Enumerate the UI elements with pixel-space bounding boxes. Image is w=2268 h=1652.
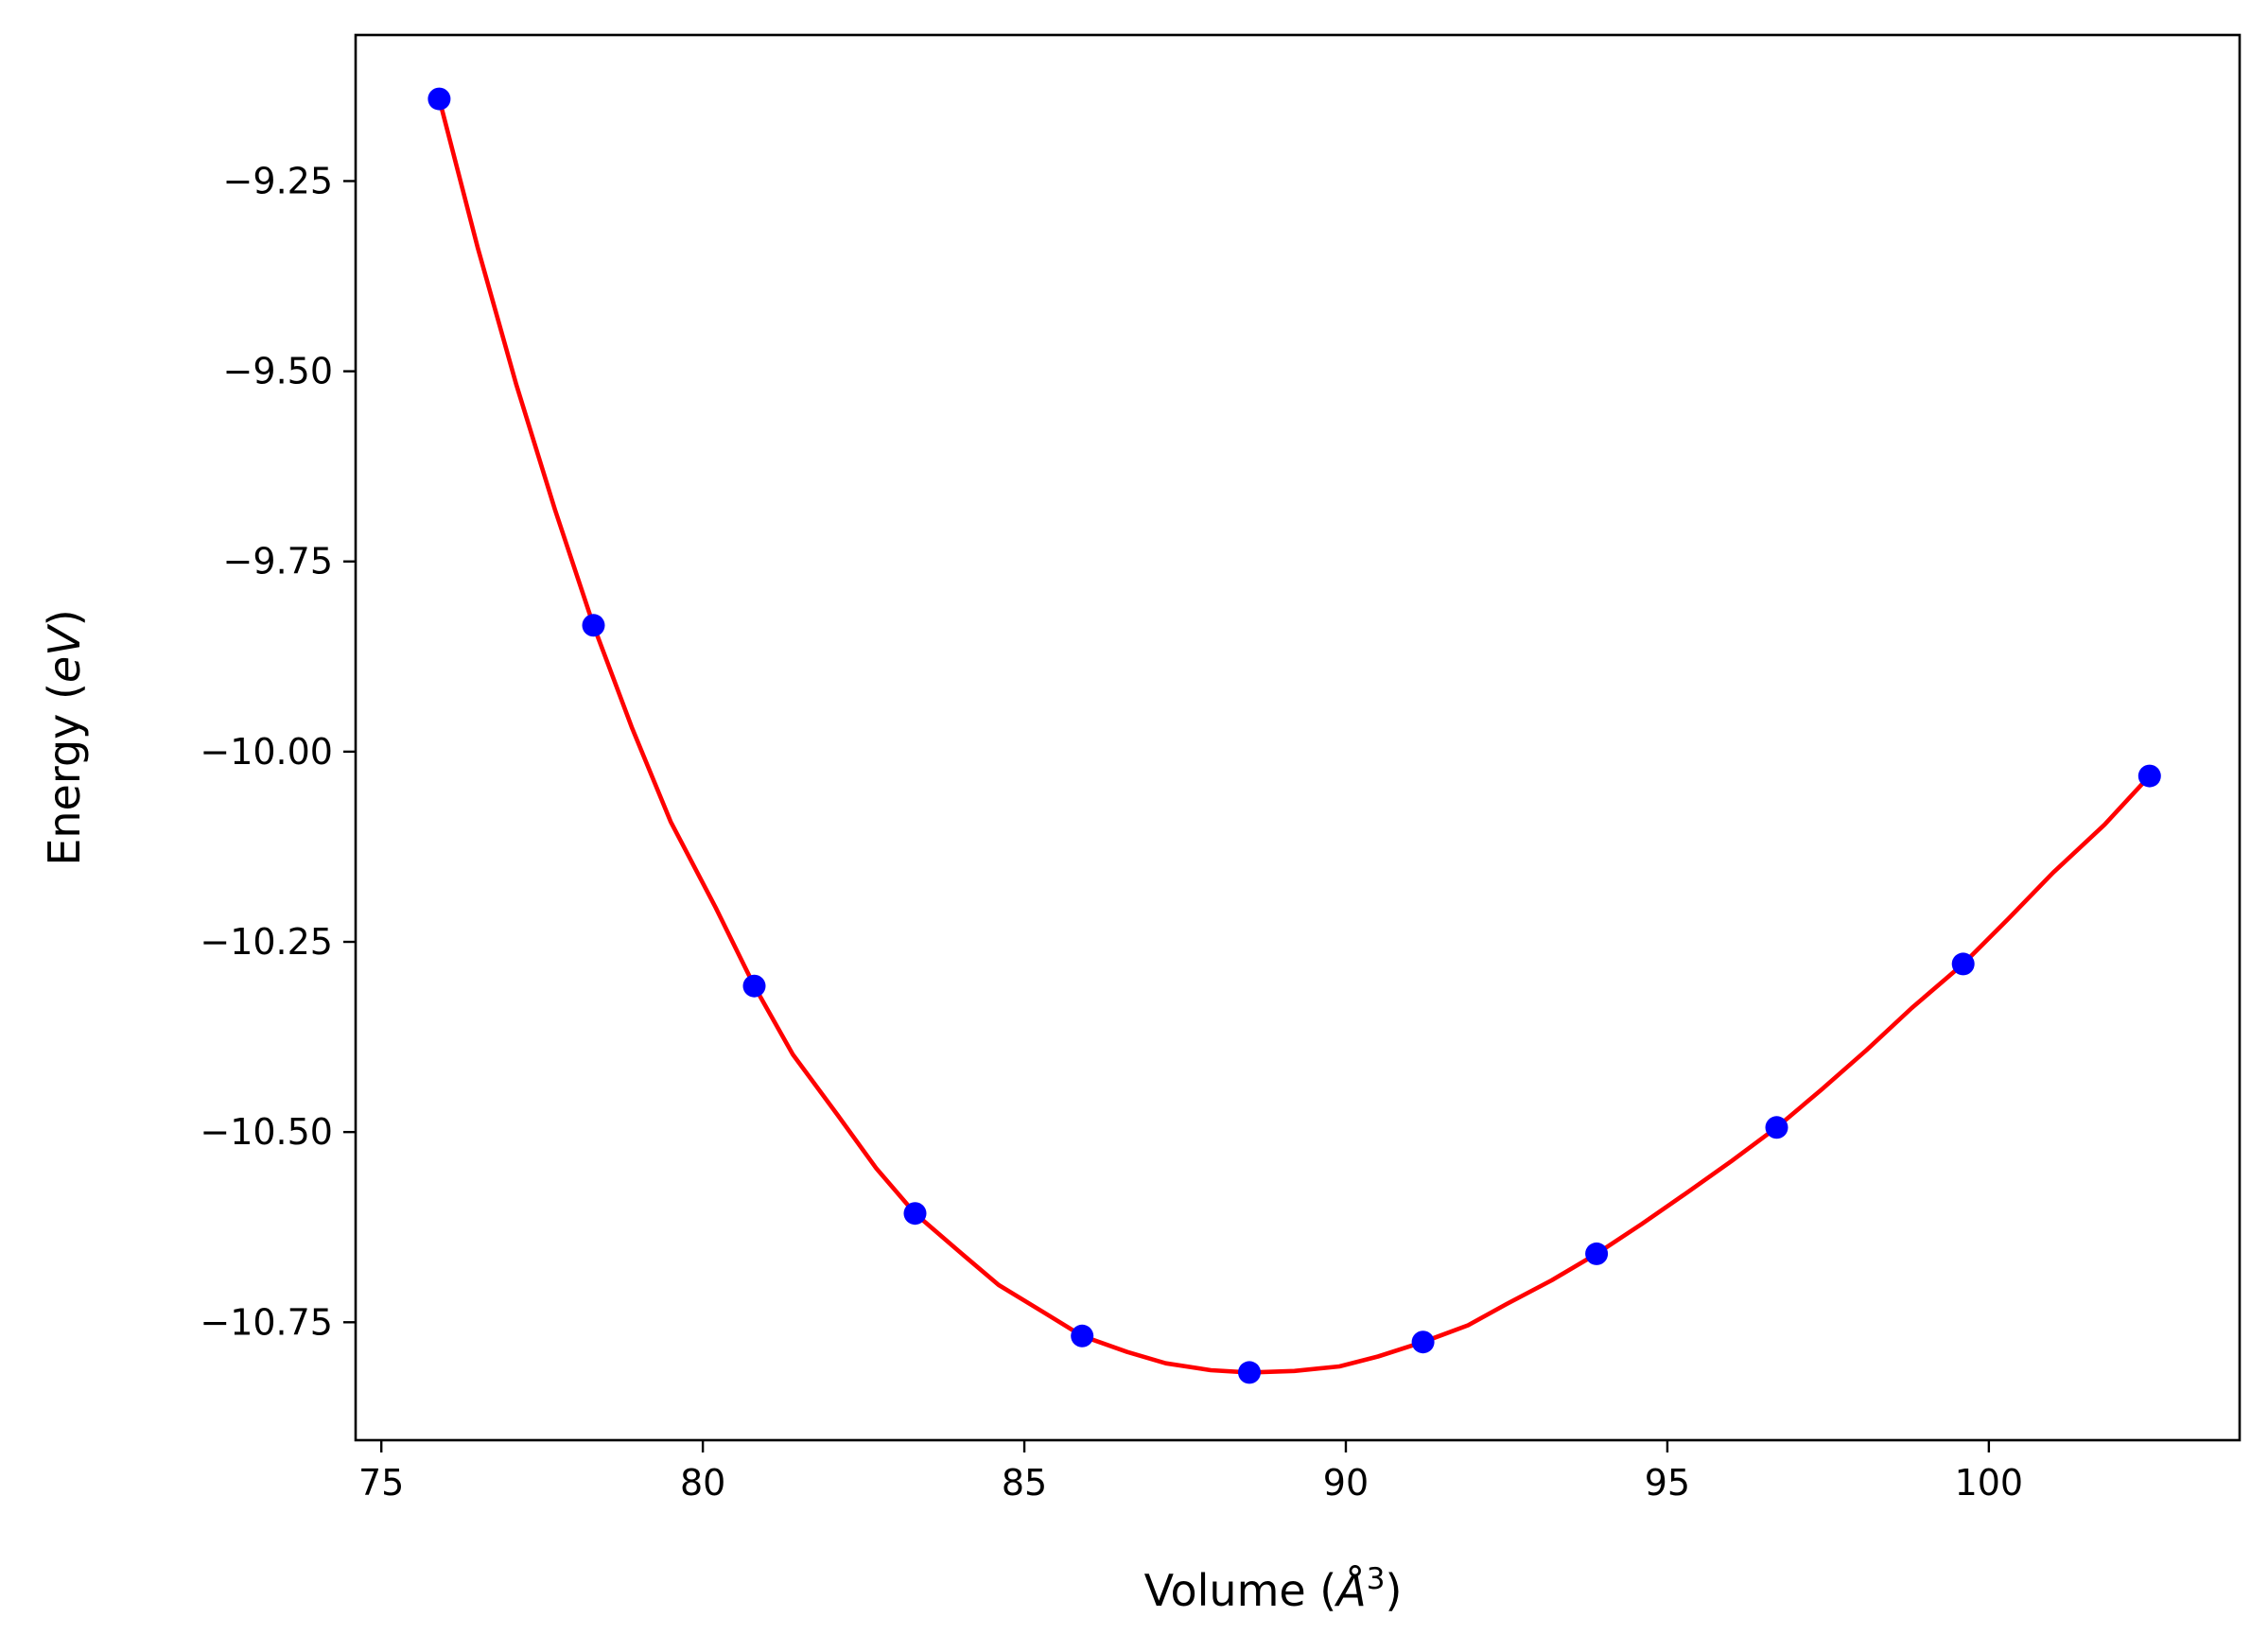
y-tick-label: −10.75 [200, 1301, 333, 1343]
x-tick-label: 90 [1323, 1462, 1369, 1504]
y-tick-label: −10.25 [200, 921, 333, 963]
data-point [1071, 1324, 1094, 1348]
x-tick-label: 80 [680, 1462, 725, 1504]
data-point [1585, 1242, 1609, 1265]
y-tick-label: −10.50 [200, 1111, 333, 1153]
x-tick-label: 85 [1002, 1462, 1047, 1504]
plot-area [427, 87, 2161, 1384]
data-point [1951, 952, 1975, 976]
data-point [582, 614, 605, 637]
x-tick-label: 75 [358, 1462, 404, 1504]
x-tick-label: 100 [1955, 1462, 2024, 1504]
y-tick-label: −9.25 [223, 160, 333, 201]
data-point [1238, 1361, 1261, 1384]
data-point [2137, 764, 2161, 788]
data-point [903, 1202, 927, 1226]
y-axis: −9.25 −9.50 −9.75 −10.00 −10.25 −10.50 −10.75 [200, 160, 356, 1343]
data-point [1411, 1330, 1435, 1354]
y-tick-label: −10.00 [200, 731, 333, 773]
x-tick-label: 95 [1645, 1462, 1690, 1504]
y-tick-label: −9.75 [223, 541, 333, 583]
y-axis-label: Energy (eV) [39, 609, 90, 865]
data-point [427, 87, 451, 111]
x-axis-label: Volume (Å3) [1144, 1562, 1403, 1616]
y-tick-label: −9.50 [223, 351, 333, 392]
x-axis: 75 80 85 90 95 100 [358, 1440, 2023, 1504]
axes-frame [354, 33, 2242, 1442]
data-point [742, 974, 766, 998]
data-point [1765, 1116, 1788, 1139]
